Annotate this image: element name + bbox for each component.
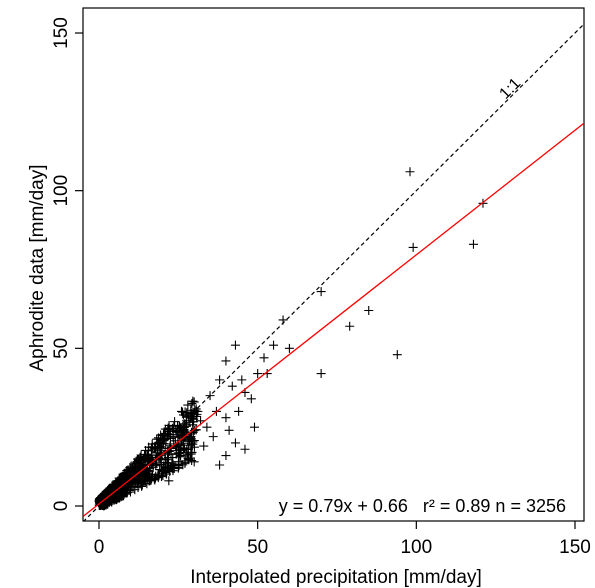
data-point: [189, 397, 199, 407]
axes: 0 50 100 150 0 50 100 150: [51, 7, 591, 558]
x-tick-label: 150: [559, 537, 591, 558]
data-point: [119, 483, 129, 493]
data-point: [113, 478, 123, 488]
data-point: [215, 375, 225, 385]
x-axis-label: Interpolated precipitation [mm/day]: [190, 567, 482, 588]
data-point: [147, 469, 157, 479]
x-tick-label: 100: [400, 537, 432, 558]
data-point: [160, 465, 170, 475]
data-point: [202, 422, 212, 432]
data-point: [253, 369, 263, 379]
data-point: [208, 432, 218, 442]
identity-line-label: 1:1: [496, 75, 524, 103]
data-point: [189, 457, 199, 467]
data-point: [185, 417, 195, 427]
data-point: [134, 472, 144, 482]
data-point: [135, 455, 145, 465]
data-point: [166, 463, 176, 473]
data-point: [179, 443, 189, 453]
x-tick-label: 0: [94, 537, 105, 558]
data-point: [152, 443, 162, 453]
data-point: [240, 444, 250, 454]
data-point: [221, 451, 231, 461]
data-point: [316, 369, 326, 379]
data-point: [246, 394, 256, 404]
data-point: [188, 396, 198, 406]
data-point: [183, 444, 193, 454]
data-point: [184, 455, 194, 465]
data-point: [345, 321, 355, 331]
data-point: [140, 476, 150, 486]
data-point: [119, 468, 129, 478]
data-point: [199, 441, 209, 451]
data-point: [137, 480, 147, 490]
data-point: [158, 466, 168, 476]
regression-line: [83, 122, 584, 517]
y-tick-label: 100: [51, 175, 72, 207]
data-point: [177, 406, 187, 416]
data-point: [221, 413, 231, 423]
data-point: [269, 340, 279, 350]
data-point: [173, 430, 183, 440]
data-point: [125, 476, 135, 486]
data-point: [284, 343, 294, 353]
data-point: [170, 417, 180, 427]
data-point: [230, 438, 240, 448]
data-point: [153, 433, 163, 443]
y-axis-label: Aphrodite data [mm/day]: [27, 165, 48, 372]
data-point: [145, 474, 155, 484]
data-point: [144, 442, 154, 452]
data-point: [408, 242, 418, 252]
data-point: [259, 353, 269, 363]
data-point: [156, 455, 166, 465]
data-point: [215, 460, 225, 470]
data-point: [159, 439, 169, 449]
data-point: [224, 425, 234, 435]
data-point: [227, 381, 237, 391]
data-point: [405, 167, 415, 177]
data-point: [173, 463, 183, 473]
y-tick-label: 50: [51, 338, 72, 359]
data-point: [120, 484, 130, 494]
regression-annotation: y = 0.79x + 0.66 r² = 0.89 n = 3256: [279, 496, 566, 516]
data-point: [154, 437, 164, 447]
data-point: [189, 426, 199, 436]
data-point: [221, 356, 231, 366]
data-point: [166, 449, 176, 459]
data-point: [178, 426, 188, 436]
data-point: [143, 455, 153, 465]
plot-frame: [82, 7, 585, 522]
identity-line: [83, 23, 584, 521]
data-point: [163, 429, 173, 439]
data-point: [100, 489, 110, 499]
y-tick-label: 0: [51, 501, 72, 512]
data-point: [186, 432, 196, 442]
data-point: [188, 437, 198, 447]
data-point: [119, 489, 129, 499]
x-tick-label: 50: [247, 537, 268, 558]
data-point: [237, 375, 247, 385]
reference-lines: [83, 23, 584, 521]
data-point: [364, 305, 374, 315]
y-tick-label: 150: [51, 17, 72, 49]
data-points: [94, 167, 488, 511]
data-point: [189, 442, 199, 452]
data-point: [249, 422, 259, 432]
data-point: [230, 340, 240, 350]
data-point: [468, 239, 478, 249]
data-point: [178, 410, 188, 420]
data-point: [316, 287, 326, 297]
data-point: [392, 350, 402, 360]
data-point: [174, 449, 184, 459]
data-point: [164, 476, 174, 486]
data-point: [186, 449, 196, 459]
data-point: [234, 406, 244, 416]
data-point: [183, 400, 193, 410]
data-point: [153, 473, 163, 483]
data-point: [187, 399, 197, 409]
